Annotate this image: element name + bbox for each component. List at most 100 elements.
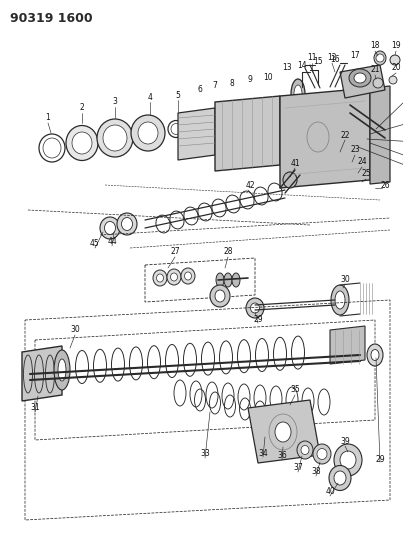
Ellipse shape <box>251 303 260 313</box>
Text: 28: 28 <box>223 247 233 256</box>
Polygon shape <box>248 400 320 463</box>
Circle shape <box>263 425 273 435</box>
Ellipse shape <box>331 285 349 315</box>
Ellipse shape <box>232 273 240 287</box>
Ellipse shape <box>354 73 366 83</box>
Text: 7: 7 <box>212 80 218 90</box>
Text: 18: 18 <box>370 42 380 51</box>
Ellipse shape <box>224 273 232 287</box>
Text: 6: 6 <box>197 85 202 94</box>
Ellipse shape <box>349 69 371 87</box>
Polygon shape <box>22 346 62 401</box>
Text: 45: 45 <box>90 239 100 248</box>
Text: 14: 14 <box>297 61 307 69</box>
Text: 29: 29 <box>253 316 263 325</box>
Text: 8: 8 <box>230 78 235 87</box>
Text: 90319 1600: 90319 1600 <box>10 12 93 25</box>
Ellipse shape <box>297 441 313 459</box>
Ellipse shape <box>246 298 264 318</box>
Text: 15: 15 <box>313 58 323 67</box>
Text: 41: 41 <box>290 158 300 167</box>
Ellipse shape <box>367 344 383 366</box>
Ellipse shape <box>294 85 302 103</box>
Text: 17: 17 <box>350 51 360 60</box>
Ellipse shape <box>216 273 224 287</box>
Text: 12: 12 <box>327 53 337 62</box>
Text: 19: 19 <box>391 42 401 51</box>
Ellipse shape <box>167 269 181 285</box>
Ellipse shape <box>340 451 356 469</box>
Ellipse shape <box>170 273 177 281</box>
Text: 34: 34 <box>258 448 268 457</box>
Text: 25: 25 <box>361 169 371 179</box>
Text: 39: 39 <box>340 438 350 447</box>
Polygon shape <box>215 96 280 171</box>
Text: 21: 21 <box>370 66 380 75</box>
Ellipse shape <box>97 119 133 157</box>
Text: 26: 26 <box>380 181 390 190</box>
Ellipse shape <box>117 213 137 235</box>
Ellipse shape <box>275 422 291 442</box>
Text: 44: 44 <box>107 238 117 246</box>
Ellipse shape <box>317 448 327 459</box>
Ellipse shape <box>103 125 127 151</box>
Text: 35: 35 <box>290 385 300 394</box>
Text: 42: 42 <box>245 181 255 190</box>
Text: 40: 40 <box>325 488 335 497</box>
Text: 27: 27 <box>170 247 180 256</box>
Ellipse shape <box>374 51 386 65</box>
Ellipse shape <box>72 132 92 154</box>
Text: 37: 37 <box>293 464 303 472</box>
Circle shape <box>376 54 384 62</box>
Text: 22: 22 <box>340 131 350 140</box>
Circle shape <box>389 76 397 84</box>
Text: 30: 30 <box>340 276 350 285</box>
Ellipse shape <box>185 272 191 280</box>
Text: 30: 30 <box>70 326 80 335</box>
Ellipse shape <box>301 446 309 455</box>
Ellipse shape <box>283 172 297 188</box>
Ellipse shape <box>54 350 70 390</box>
Ellipse shape <box>371 350 379 360</box>
Polygon shape <box>178 108 215 160</box>
Text: 1: 1 <box>46 114 50 123</box>
Text: 2: 2 <box>80 103 84 112</box>
Ellipse shape <box>121 217 133 230</box>
Ellipse shape <box>335 291 345 309</box>
Text: 9: 9 <box>247 76 252 85</box>
Text: 23: 23 <box>350 146 360 155</box>
Ellipse shape <box>100 217 120 239</box>
Ellipse shape <box>334 444 362 476</box>
Ellipse shape <box>153 270 167 286</box>
Ellipse shape <box>156 274 164 282</box>
Text: 4: 4 <box>147 93 152 101</box>
Text: 29: 29 <box>375 456 385 464</box>
Ellipse shape <box>104 222 116 235</box>
Ellipse shape <box>291 79 305 109</box>
Polygon shape <box>370 86 390 184</box>
Circle shape <box>373 78 383 88</box>
Text: 20: 20 <box>391 63 401 72</box>
Ellipse shape <box>334 471 346 485</box>
Ellipse shape <box>181 268 195 284</box>
Text: 36: 36 <box>277 451 287 461</box>
Polygon shape <box>280 88 370 188</box>
Ellipse shape <box>215 290 225 302</box>
Text: 3: 3 <box>112 98 117 107</box>
Text: 5: 5 <box>176 91 181 100</box>
Ellipse shape <box>58 359 66 381</box>
Text: 38: 38 <box>311 467 321 477</box>
Polygon shape <box>340 65 385 98</box>
Circle shape <box>390 55 400 65</box>
Text: 16: 16 <box>330 55 340 64</box>
Ellipse shape <box>210 285 230 307</box>
Text: 11: 11 <box>307 53 317 62</box>
Ellipse shape <box>313 444 331 464</box>
Ellipse shape <box>66 125 98 160</box>
Ellipse shape <box>329 465 351 490</box>
Text: 33: 33 <box>200 449 210 458</box>
Text: 24: 24 <box>357 157 367 166</box>
Ellipse shape <box>131 115 165 151</box>
Polygon shape <box>330 326 365 364</box>
Text: 10: 10 <box>263 72 273 82</box>
